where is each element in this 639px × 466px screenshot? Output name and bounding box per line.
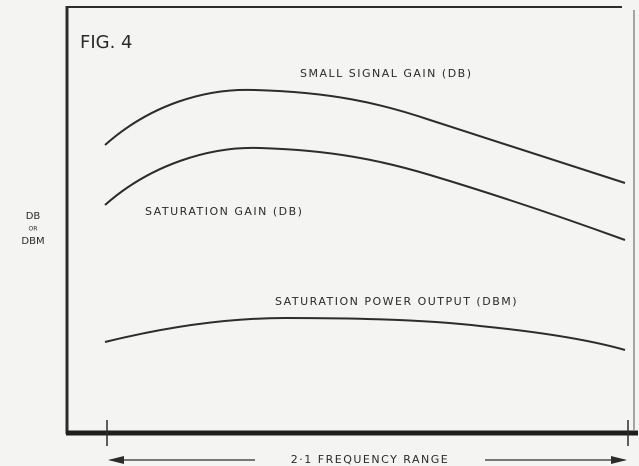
x-axis-label: 2·1 FREQUENCY RANGE (291, 453, 449, 466)
small-signal-gain-curve (104, 88, 626, 184)
saturation-gain-curve (104, 146, 626, 241)
y-axis-label: DBM (21, 236, 44, 247)
saturation-power-curve (104, 316, 626, 351)
y-axis-label: DB (26, 211, 41, 222)
curve-label: SATURATION GAIN (DB) (145, 205, 303, 218)
arrow-head (611, 456, 627, 464)
figure-title: FIG. 4 (80, 32, 133, 53)
curve-label: SMALL SIGNAL GAIN (DB) (300, 67, 473, 80)
y-axis-label: OR (29, 226, 38, 233)
arrow-head (108, 456, 124, 464)
curve-label: SATURATION POWER OUTPUT (DBM) (275, 295, 518, 308)
